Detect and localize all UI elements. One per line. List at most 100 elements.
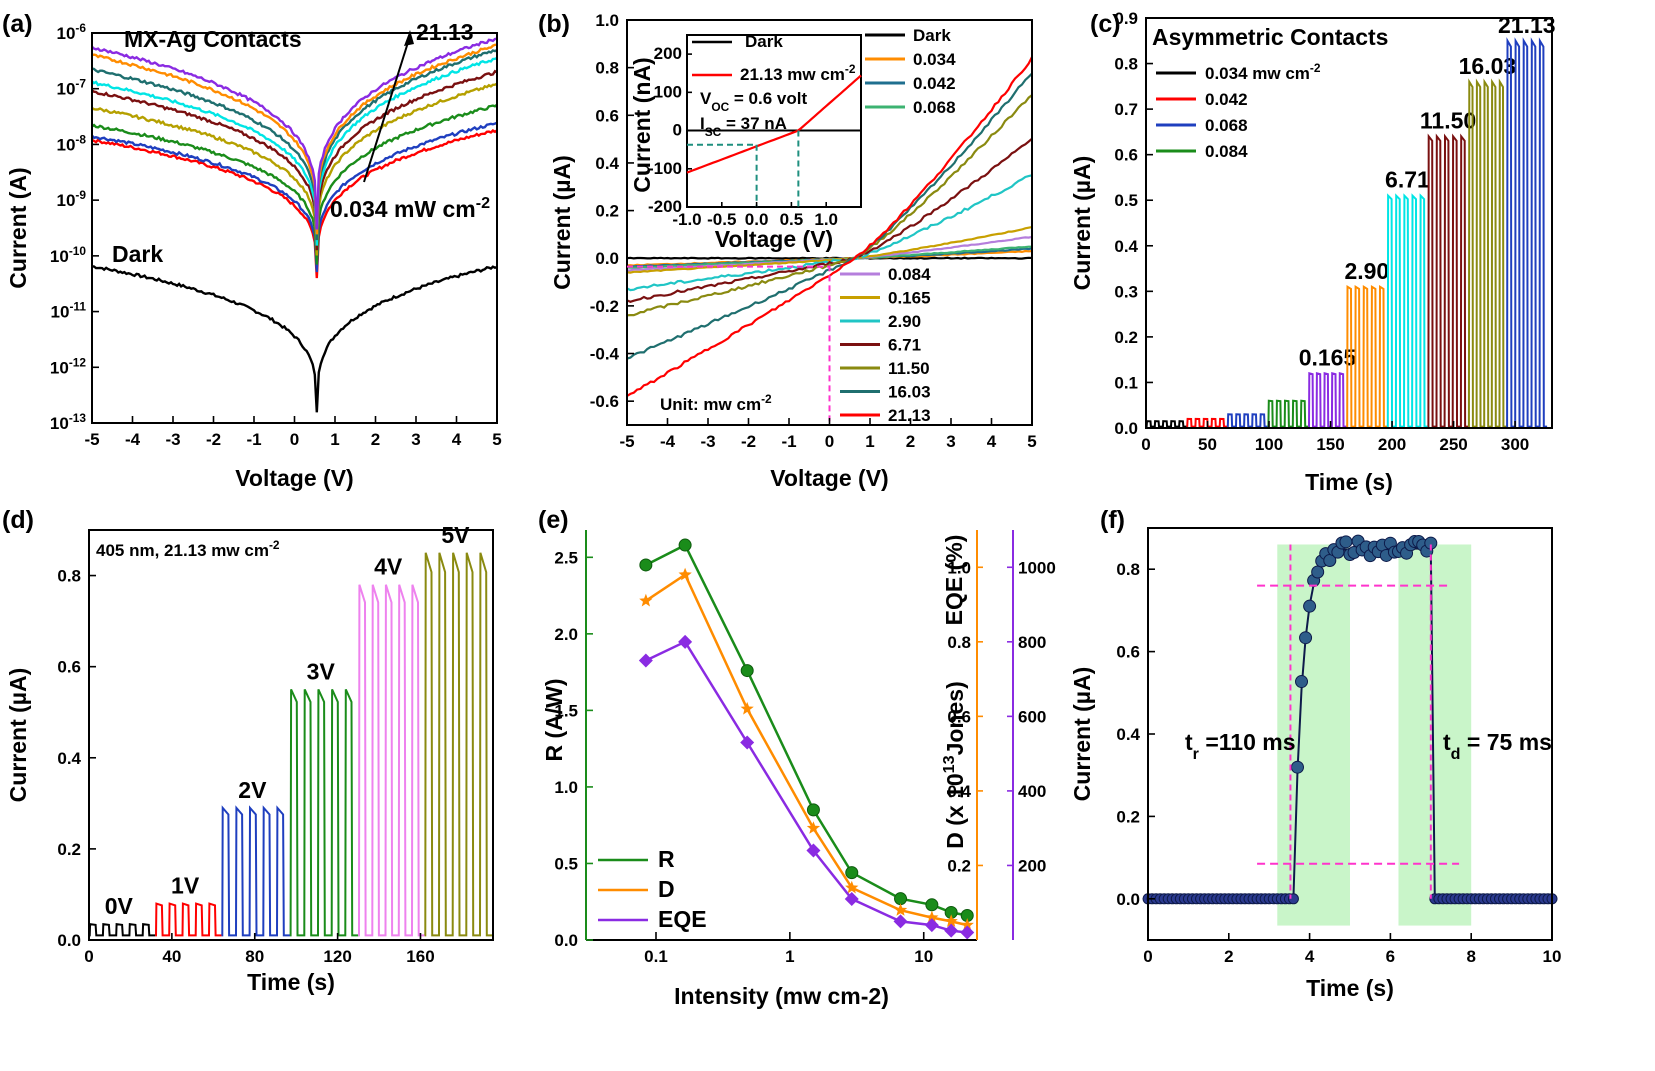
photo-response-c-2: [1226, 413, 1268, 428]
arrow-top-label-a: 21.13: [416, 19, 474, 45]
arrow-bottom-label-a: 0.034 mW cm-2: [330, 194, 490, 222]
marker-R-e: [639, 558, 653, 572]
y-tick-label-a: 10-6: [57, 21, 87, 43]
y-axis-label-D-e: D (x 1013Jones): [940, 681, 968, 848]
y-axis-label-b: Current (µA): [549, 155, 575, 290]
x-tick-label-f: 10: [1543, 947, 1562, 966]
iv-curve-a-5: [91, 69, 498, 251]
inset-frame-b: [686, 34, 862, 208]
segment-label-c: 2.90: [1344, 258, 1389, 284]
x-axis-label-c: Time (s): [1305, 469, 1393, 495]
x-tick-label-b: 4: [987, 432, 997, 451]
legend-label-b: 0.165: [888, 289, 931, 308]
inset-x-tick-label-b: 0.5: [780, 210, 804, 229]
x-tick-label-b: -1: [781, 432, 796, 451]
legend-label-b: 0.068: [913, 98, 956, 117]
marker-D-e: [740, 701, 754, 715]
photo-response-c-5: [1346, 285, 1388, 428]
x-tick-label-f: 8: [1466, 947, 1475, 966]
series-line-e-EQE: [645, 640, 968, 934]
photo-response-d-5: [424, 552, 493, 937]
iv-curve-a-0: [91, 265, 498, 413]
iv-curve-a-4: [91, 82, 498, 256]
legend-label-c: 0.084: [1205, 142, 1248, 161]
bias-label-d: 5V: [441, 522, 470, 548]
x-tick-label-b: 2: [906, 432, 915, 451]
marker-EQE-e: [960, 925, 975, 940]
y-tick-label-b: 1.0: [595, 11, 619, 30]
y-tick-label-d: 0.4: [57, 749, 81, 768]
photo-response-c-1: [1186, 417, 1228, 428]
y-tick-label-c: 0.6: [1114, 146, 1138, 165]
panel-label-f: (f): [1100, 506, 1125, 534]
y-tick-label-c: 0.2: [1114, 328, 1138, 347]
marker-EQE-e: [806, 843, 821, 858]
y-tick-label-f: 0.0: [1116, 890, 1140, 909]
y-axis-label-EQE-e: EQE (%): [941, 535, 967, 626]
y-tick-label-c: 0.3: [1114, 282, 1138, 301]
iv-curve-b-5: [626, 226, 1033, 274]
photo-response-d-3: [289, 688, 359, 937]
x-tick-label-d: 80: [245, 947, 264, 966]
y-tick-label-d: 0.0: [57, 931, 81, 950]
legend-label-b: 11.50: [888, 359, 930, 378]
plot-frame: [88, 529, 494, 941]
inset-x-tick-label-b: 1.0: [814, 210, 838, 229]
unit-note-b: Unit: mw cm-2: [660, 392, 772, 414]
x-tick-label-a: -1: [246, 430, 261, 449]
inset-y-tick-label-b: 0: [673, 121, 682, 140]
iv-curve-a-2: [91, 121, 498, 273]
x-tick-label-e: 1: [785, 947, 794, 966]
y-tick-label-R-e: 2.0: [554, 625, 578, 644]
iv-curve-a-6: [91, 56, 498, 246]
marker-R-e: [925, 898, 939, 912]
legend-label-b: 0.084: [888, 265, 931, 284]
iv-curve-a-1: [91, 128, 498, 279]
y-tick-label-EQE-e: 400: [1018, 782, 1046, 801]
y-tick-label-a: 10-9: [57, 188, 87, 210]
marker-R-e: [806, 803, 820, 817]
x-tick-label-e: 10: [914, 947, 933, 966]
y-tick-label-c: 0.4: [1114, 237, 1138, 256]
legend-title-c: Asymmetric Contacts: [1152, 24, 1388, 50]
data-point-f: [1339, 535, 1353, 549]
panel-label-b: (b): [538, 10, 570, 38]
x-tick-label-a: 3: [411, 430, 420, 449]
panel-label-e: (e): [538, 506, 569, 534]
plot-frame: [1145, 17, 1553, 429]
x-tick-label-a: 0: [290, 430, 299, 449]
y-tick-label-a: 10-8: [57, 132, 87, 154]
x-tick-label-b: 3: [946, 432, 955, 451]
marker-D-e: [960, 918, 974, 931]
y-tick-label-f: 0.4: [1116, 725, 1140, 744]
x-tick-label-a: -5: [84, 430, 99, 449]
marker-D-e: [944, 914, 958, 927]
panel-label-d: (d): [2, 506, 34, 534]
x-tick-label-c: 200: [1378, 435, 1406, 454]
y-tick-label-D-e: 0.8: [947, 633, 971, 652]
x-axis-label-d: Time (s): [247, 969, 335, 995]
data-point-f: [1299, 631, 1313, 645]
inset-legend-illum-b: 21.13 mw cm-2: [740, 62, 856, 84]
legend-label-c: 0.068: [1205, 116, 1248, 135]
photo-response-c-9: [1506, 37, 1548, 428]
marker-D-e: [893, 903, 908, 916]
x-tick-label-a: -4: [125, 430, 141, 449]
x-tick-label-a: -3: [165, 430, 180, 449]
iv-curve-a-3: [91, 103, 498, 265]
photo-response-c-3: [1267, 399, 1309, 428]
legend-label-e: R: [658, 846, 675, 872]
y-axis-label-R-e: R (A/W): [541, 678, 567, 761]
legend-label-b: 0.042: [913, 74, 956, 93]
intensity-arrow-a: [363, 35, 411, 183]
inset-y-label-b: Current (nA): [629, 57, 655, 192]
x-tick-label-b: 1: [865, 432, 874, 451]
marker-EQE-e: [893, 914, 908, 929]
x-tick-label-d: 160: [406, 947, 434, 966]
inset-illum-curve-b: [686, 74, 862, 174]
y-tick-label-b: 0.8: [595, 59, 619, 78]
y-tick-label-c: 0.5: [1114, 191, 1138, 210]
y-tick-label-f: 0.8: [1116, 560, 1140, 579]
x-tick-label-b: -5: [619, 432, 634, 451]
y-tick-label-EQE-e: 1000: [1018, 558, 1056, 577]
